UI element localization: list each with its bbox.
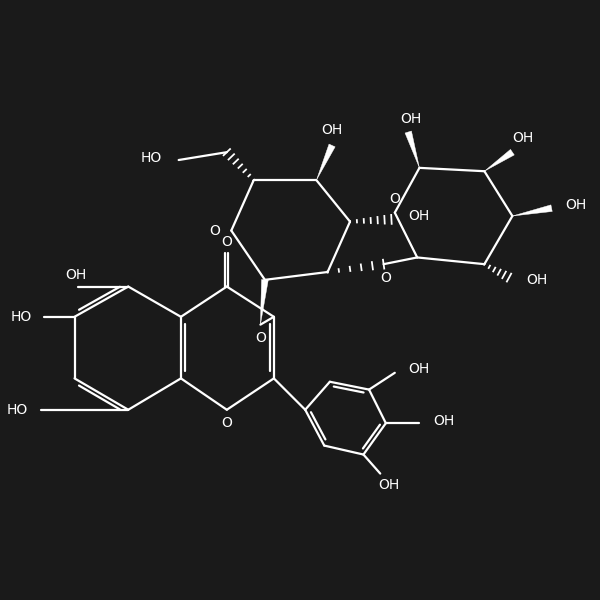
Text: OH: OH: [408, 209, 430, 223]
Text: HO: HO: [6, 403, 28, 417]
Text: OH: OH: [526, 273, 547, 287]
Text: O: O: [255, 331, 266, 345]
Text: OH: OH: [400, 112, 421, 125]
Text: O: O: [221, 416, 232, 430]
Text: HO: HO: [140, 151, 162, 165]
Polygon shape: [405, 131, 419, 168]
Polygon shape: [484, 149, 514, 171]
Text: O: O: [209, 224, 220, 238]
Text: OH: OH: [379, 478, 400, 492]
Text: HO: HO: [11, 310, 32, 324]
Text: O: O: [221, 235, 232, 249]
Text: OH: OH: [322, 123, 343, 137]
Text: OH: OH: [433, 414, 454, 428]
Polygon shape: [512, 205, 552, 216]
Polygon shape: [316, 144, 335, 180]
Text: O: O: [389, 192, 400, 206]
Text: OH: OH: [65, 268, 86, 283]
Text: OH: OH: [512, 131, 533, 145]
Polygon shape: [260, 280, 268, 325]
Text: OH: OH: [408, 362, 430, 376]
Text: O: O: [380, 271, 391, 284]
Text: OH: OH: [565, 198, 586, 212]
